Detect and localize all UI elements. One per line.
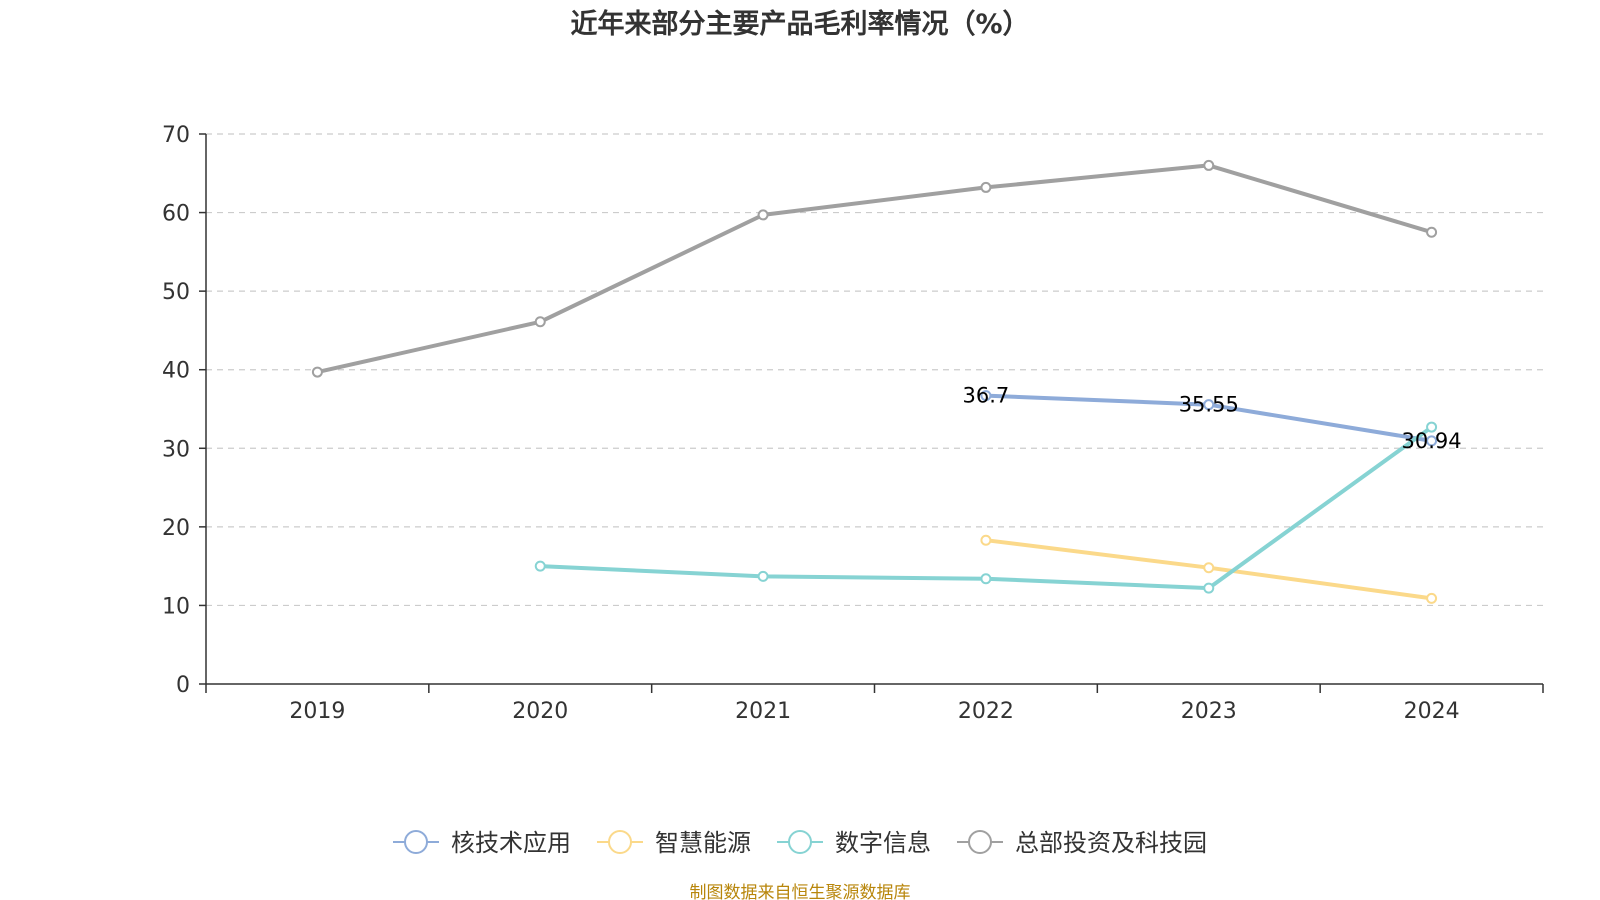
y-tick-label-50: 50 xyxy=(162,280,190,305)
data-point-2-2022 xyxy=(980,573,992,585)
x-tick-label-2019: 2019 xyxy=(289,699,345,724)
y-tick-label-70: 70 xyxy=(162,123,190,148)
data-labels: 36.7 35.55 30.94 xyxy=(963,384,1462,453)
x-tick-label-2022: 2022 xyxy=(958,699,1014,724)
legend-item-0[interactable]: 核技术应用 xyxy=(393,829,571,857)
data-point-0-2022 xyxy=(980,390,992,402)
legend-item-2[interactable]: 数字信息 xyxy=(777,829,931,857)
data-point-3-2022 xyxy=(980,181,992,193)
data-point-3-2020 xyxy=(534,316,546,328)
axes: 0 10 20 30 40 50 60 70 2019 2020 2021 2022 2023 2024 xyxy=(162,123,1544,724)
legend-item-1[interactable]: 智慧能源 xyxy=(597,829,751,857)
data-point-3-2021 xyxy=(757,209,769,221)
data-label-0-2024: 30.94 xyxy=(1402,429,1462,453)
series-group xyxy=(311,159,1438,604)
x-tick-label-2021: 2021 xyxy=(735,699,791,724)
data-point-1-2024 xyxy=(1426,592,1438,604)
legend-label-1: 智慧能源 xyxy=(655,829,751,857)
data-point-2-2021 xyxy=(757,570,769,582)
y-tick-label-40: 40 xyxy=(162,359,190,384)
series-line-3 xyxy=(315,163,1434,375)
legend-label-2: 数字信息 xyxy=(835,829,931,857)
data-point-2-2023 xyxy=(1203,582,1215,594)
data-label-0-2023: 35.55 xyxy=(1179,393,1239,417)
legend-marker-icon-2 xyxy=(788,830,812,854)
legend-marker-icon-0 xyxy=(404,830,428,854)
x-tick-label-2024: 2024 xyxy=(1404,699,1460,724)
legend-marker-icon-3 xyxy=(968,830,992,854)
legend[interactable]: 核技术应用 智慧能源 数字信息 总部投资及科技园 xyxy=(393,829,1207,857)
data-label-0-2022: 36.7 xyxy=(963,384,1010,408)
chart-title: 近年来部分主要产品毛利率情况（%） xyxy=(570,8,1029,40)
y-tick-label-0: 0 xyxy=(176,673,190,698)
data-point-0-2024 xyxy=(1426,435,1438,447)
x-tick-label-2020: 2020 xyxy=(512,699,568,724)
data-point-1-2023 xyxy=(1203,562,1215,574)
x-tick-label-2023: 2023 xyxy=(1181,699,1237,724)
data-point-0-2023 xyxy=(1203,399,1215,411)
legend-marker-icon-1 xyxy=(608,830,632,854)
data-point-2-2020 xyxy=(534,560,546,572)
y-tick-label-10: 10 xyxy=(162,594,190,619)
legend-label-3: 总部投资及科技园 xyxy=(1015,829,1207,857)
y-tick-label-30: 30 xyxy=(162,437,190,462)
data-point-2-2024 xyxy=(1426,421,1438,433)
data-point-3-2024 xyxy=(1426,226,1438,238)
y-tick-label-60: 60 xyxy=(162,202,190,227)
grid-lines xyxy=(206,133,1543,607)
legend-label-0: 核技术应用 xyxy=(451,829,571,857)
data-point-3-2019 xyxy=(311,366,323,378)
data-point-3-2023 xyxy=(1203,159,1215,171)
y-tick-label-20: 20 xyxy=(162,516,190,541)
source-note: 制图数据来自恒生聚源数据库 xyxy=(690,883,911,900)
legend-item-3[interactable]: 总部投资及科技园 xyxy=(957,829,1207,857)
data-point-1-2022 xyxy=(980,534,992,546)
series-line-2 xyxy=(538,425,1434,591)
